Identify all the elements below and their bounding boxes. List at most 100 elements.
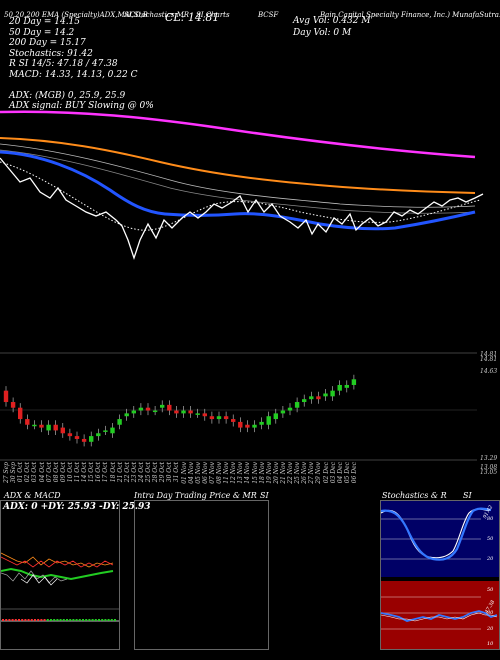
macd-bar [24,619,27,621]
candle-body [316,396,321,400]
rsi-stat: R SI 14/5: 47.18 / 47.38 [9,59,118,69]
candle-body [117,419,122,425]
macd-bar [43,619,46,621]
candle-body [145,407,151,411]
date-label: 04 Nov [187,462,195,484]
date-axis: 27 Sep 30 Sep 01 Oct 02 Oct 03 Oct 04 Oct 07 O… [0,462,478,484]
date-label: 19 Nov [265,462,273,484]
macd-bar [8,619,11,621]
macd-bar [40,619,43,621]
header-indicators: 50,20,200 EMA (Specialty)ADX,MACD,B [4,11,148,19]
macd-bar [34,619,36,621]
price-axis-label-2: 13.29 [480,455,498,462]
rsi-label-10: 10 [487,641,494,647]
ema50-line [0,137,476,194]
date-label: 03 Dec [329,462,337,484]
macd-bar [18,619,20,621]
candles-group [3,374,357,447]
close-price: CL: 14.81 [165,11,220,24]
intraday-panel [134,500,269,650]
ticker-symbol: BCSF [258,11,279,19]
candle-body [216,416,222,420]
date-label: 04 Dec [336,462,344,484]
date-label: 06 Dec [350,462,358,484]
sma-dotted-line [0,161,481,231]
date-label: 03 Oct [31,462,39,483]
candle-body [74,436,80,439]
candle-body [231,419,236,422]
candle-body [46,424,51,431]
macd-stat: MACD: 14.33, 14.13, 0.22 C [9,69,138,80]
adx-grey-line [1,570,68,584]
stoch-rsi-panel: 91.42 80 50 20 50 47.38 30 20 10 [380,500,500,650]
macd-bar [53,619,56,621]
macd-bar [94,619,97,621]
candle-body [344,384,349,388]
candle-body [81,438,87,442]
date-label: 11 Oct [74,462,81,483]
candle-body [323,393,328,397]
candle-body [160,404,165,408]
rsi-label-30: 30 [487,610,494,616]
candle-body [245,424,250,428]
macd-bar [101,619,104,621]
macd-bar [78,619,81,621]
macd-bar [66,619,68,621]
price-axis-label-3: 13.08 [480,464,498,471]
date-label: 10 Oct [66,462,74,483]
date-label: 20 Nov [272,462,280,484]
adx-stat: ADX: (MGB) 0, 25.9, 25.9 [9,90,126,101]
macd-bar [2,619,4,621]
date-label: 18 Oct [109,462,117,483]
date-label: 22 Nov [287,462,294,484]
day-volume: Day Vol: 0 M [293,28,352,38]
date-label: 01 Nov [180,462,188,484]
stats-block: 20 Day = 14.15 50 Day = 14.2 200 Day = 1… [9,17,154,112]
stoch-label-50: 50 [487,536,494,542]
macd-bar [59,619,62,621]
candle-body [209,416,215,420]
candle-body [131,410,136,414]
bollinger-lower-line [0,149,476,214]
macd-bar [5,619,8,621]
macd-bar [72,619,75,621]
macd-bar [56,619,59,621]
date-label: 25 Oct [145,462,152,483]
date-label: 23 Oct [130,462,138,483]
macd-bar [30,619,33,621]
candle-body [202,413,207,417]
date-label: 21 Nov [279,462,287,484]
ema200-stat: 200 Day = 15.17 [9,38,86,48]
date-label: 07 Oct [45,462,53,483]
candle-body [309,396,314,400]
candle-body [110,427,115,434]
adx-white-line [20,574,58,586]
macd-bar [62,619,65,621]
price-line [0,157,484,261]
candle-body [103,430,108,432]
header-charts-label: SI,Charts [196,11,230,19]
candle-body [238,421,243,428]
macd-bar [85,619,88,621]
candle-body [124,413,129,417]
rsi-signal-line [381,612,498,622]
candle-body [96,433,101,437]
date-label: 29 Nov [315,462,323,484]
candle-body [39,424,44,428]
candle-body [167,404,172,411]
candle-body [287,407,293,411]
candle-body [351,379,357,385]
macd-bar [98,619,100,621]
candle-body [302,399,307,403]
candle-body [25,419,30,425]
date-label: 27 Sep [3,462,10,484]
rsi-label-20: 20 [487,626,494,632]
date-label: 17 Oct [102,462,110,483]
date-label: 24 Oct [137,462,145,483]
date-label: 02 Dec [322,462,330,484]
company-name: Bain Capital Specialty Finance, Inc.) Mu… [320,11,500,19]
candle-body [174,410,179,414]
candle-body [330,390,335,397]
candle-body [138,407,144,411]
macd-bar [104,619,107,621]
